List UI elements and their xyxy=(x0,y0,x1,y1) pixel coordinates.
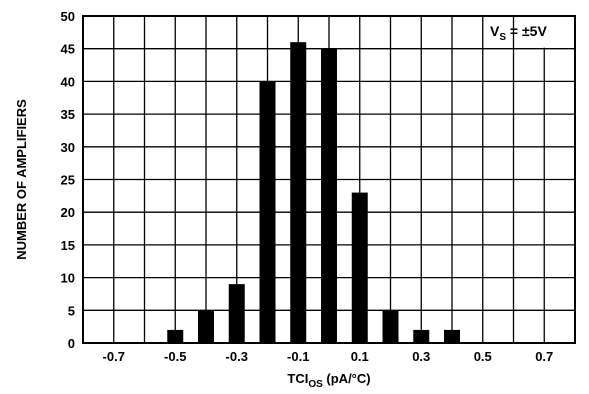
x-tick-label: 0.3 xyxy=(412,349,430,364)
x-axis-label-main: TCI xyxy=(287,371,308,386)
histogram-bar xyxy=(413,329,430,343)
annotation-background xyxy=(515,17,574,48)
histogram-bar xyxy=(167,329,184,343)
x-tick-label: -0.3 xyxy=(226,349,248,364)
annotation-rest: = ±5V xyxy=(506,23,547,39)
x-tick-label: -0.7 xyxy=(103,349,125,364)
x-tick-label: 0.1 xyxy=(351,349,369,364)
histogram-bar xyxy=(290,42,307,343)
y-tick-label: 45 xyxy=(61,42,75,57)
y-tick-label: 30 xyxy=(61,140,75,155)
y-tick-label: 10 xyxy=(61,271,75,286)
histogram-bar xyxy=(259,81,276,344)
histogram-bar xyxy=(321,48,337,343)
y-tick-label: 25 xyxy=(61,173,75,188)
annotation-main: V xyxy=(490,23,500,39)
y-axis-ticks: 0 5 10 15 20 25 30 35 40 45 50 xyxy=(61,9,75,351)
x-axis-label-rest: (pA/°C) xyxy=(323,371,371,386)
histogram-bar xyxy=(198,310,214,343)
y-tick-label: 50 xyxy=(61,9,75,24)
x-tick-label: 0.5 xyxy=(474,349,492,364)
y-tick-label: 15 xyxy=(61,238,75,253)
y-tick-label: 20 xyxy=(61,205,75,220)
x-tick-label: -0.1 xyxy=(287,349,309,364)
annotation-text: VS = ±5V xyxy=(490,23,547,43)
y-tick-label: 5 xyxy=(68,303,75,318)
histogram-bar xyxy=(351,192,368,343)
y-tick-label: 0 xyxy=(68,336,75,351)
supply-voltage-annotation: VS = ±5V xyxy=(490,17,574,48)
plot-frame xyxy=(82,15,576,344)
x-tick-label: 0.7 xyxy=(535,349,553,364)
y-tick-label: 35 xyxy=(61,107,75,122)
y-axis-label: NUMBER OF AMPLIFIERS xyxy=(14,99,29,260)
annotation-subscript: S xyxy=(499,32,506,43)
histogram-bar xyxy=(228,284,245,343)
y-tick-label: 40 xyxy=(61,74,75,89)
x-axis-label-subscript: OS xyxy=(308,379,323,390)
x-tick-label: -0.5 xyxy=(164,349,186,364)
histogram-bar xyxy=(382,310,399,343)
x-axis-ticks: -0.7 -0.5 -0.3 -0.1 0.1 0.3 0.5 0.7 xyxy=(103,349,554,364)
x-axis-label: TCIOS (pA/°C) xyxy=(287,371,370,390)
bars xyxy=(167,42,460,344)
histogram-bar xyxy=(444,329,460,343)
